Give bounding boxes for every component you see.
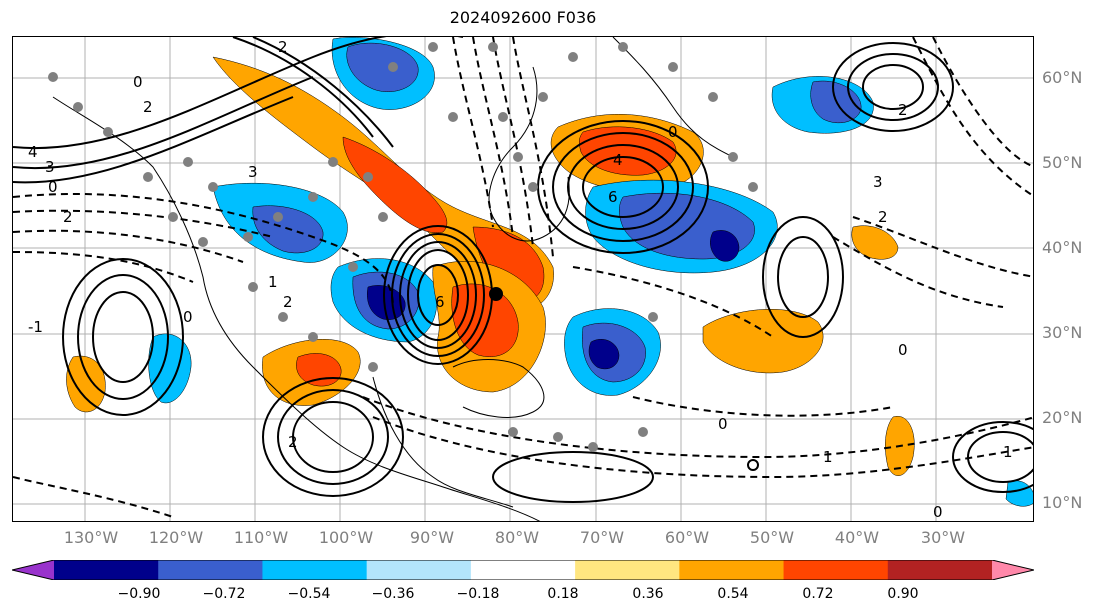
contour-label: 0 [133,73,143,91]
observation-markers [48,42,758,452]
contour-label: 6 [435,293,445,311]
fill-red-region [579,126,677,176]
contour-label: 3 [45,158,55,176]
colorbar-tick: −0.90 [117,586,161,602]
lon-label: 90°W [409,528,455,547]
fill-orange-region [702,309,824,374]
contour-label: 0 [718,415,728,433]
filled-regions [66,37,1033,507]
contour-label: 2 [63,208,73,226]
lon-label: 120°W [148,528,204,547]
lat-label: 20°N [1042,408,1083,427]
fill-red-region [342,136,448,234]
contour-label: 2 [143,98,153,116]
map-title: 2024092600 F036 [449,8,597,27]
lat-label: 40°N [1042,238,1083,257]
contour-label: 2 [288,433,298,451]
fill-orange-region [66,355,106,413]
fill-blue-region [346,42,419,93]
gridlines [13,37,1033,521]
fill-dark-blue-region [588,339,620,370]
fill-orange-region [851,225,899,260]
lon-label: 30°W [920,528,966,547]
contour-label: 0 [183,308,193,326]
contour-label: 1 [823,448,833,466]
lon-label: 40°W [834,528,880,547]
colorbar-tick: −0.36 [371,586,415,602]
fill-cyan-region [148,333,192,404]
contour-label: 0 [933,503,943,521]
colorbar-segment [470,560,576,580]
colorbar-tick: 0.72 [802,586,834,602]
lat-label: 10°N [1042,493,1083,512]
contour-label: 0 [898,341,908,359]
lat-label: 50°N [1042,153,1083,172]
colorbar-segment [54,560,159,580]
colorbar-segment [262,560,368,580]
storm-center-marker [489,287,503,301]
colorbar-segment [887,560,993,580]
contour-label: 2 [878,208,888,226]
colorbar-tick: −0.72 [202,586,246,602]
colorbar-segment [992,560,1034,580]
colorbar-tick: 0.18 [547,586,579,602]
colorbar-segment [679,560,785,580]
contour-label: 1 [268,273,278,291]
colorbar-segment [12,560,54,580]
lon-label: 60°W [664,528,710,547]
colorbar-tick: 0.90 [887,586,919,602]
marker-open-circle [747,459,759,471]
weather-map: 0 2 3 4 6 1 -1 0 2 3 2 6 4 2 3 0 1 2 2 0… [12,36,1034,522]
colorbar-segments [12,560,1034,580]
map-canvas: 0 2 3 4 6 1 -1 0 2 3 2 6 4 2 3 0 1 2 2 0… [13,37,1033,521]
colorbar-segment [575,560,680,580]
colorbar-segment [366,560,472,580]
colorbar-segment [158,560,263,580]
contour-label: 1 [1003,443,1013,461]
colorbar-tick: −0.54 [287,586,331,602]
negative-contours [13,37,1033,518]
contour-label-group: 0 2 3 4 6 1 -1 0 2 3 2 6 4 2 3 0 1 2 2 0… [28,38,1013,521]
lat-label: 30°N [1042,323,1083,342]
lat-label: 60°N [1042,68,1083,87]
fill-dark-blue-region [710,230,740,262]
lon-label: 70°W [579,528,625,547]
contour-label: 2 [898,101,908,119]
contour-label: 0 [668,123,678,141]
lon-label: 50°W [749,528,795,547]
contour-label: 2 [278,38,288,56]
contour-label: 3 [248,163,258,181]
colorbar [12,560,1034,580]
contour-label: 4 [613,151,623,169]
contour-label: 3 [873,173,883,191]
positive-contours [13,37,1033,503]
contour-label: 0 [48,178,58,196]
lon-label: 100°W [318,528,374,547]
colorbar-tick: 0.36 [632,586,664,602]
colorbar-tick: −0.18 [456,586,500,602]
contour-label: 2 [283,293,293,311]
colorbar-tick: 0.54 [717,586,749,602]
contour-label: -1 [28,318,43,336]
lon-label: 80°W [494,528,540,547]
colorbar-segment [783,560,889,580]
contour-label: 4 [28,143,38,161]
fill-cyan-region [1005,480,1033,507]
contour-label: 6 [608,188,618,206]
lon-label: 110°W [233,528,289,547]
lon-label: 130°W [63,528,119,547]
